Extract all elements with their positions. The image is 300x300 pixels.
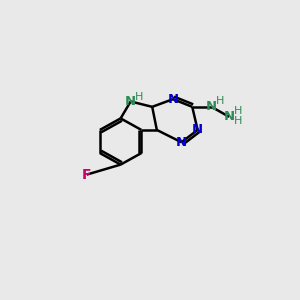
Text: H: H bbox=[216, 96, 224, 106]
Text: H: H bbox=[135, 92, 144, 102]
Text: N: N bbox=[125, 95, 136, 108]
Text: H: H bbox=[234, 116, 242, 126]
Text: N: N bbox=[206, 100, 217, 113]
Text: N: N bbox=[176, 136, 187, 149]
Text: H: H bbox=[234, 106, 242, 116]
Text: N: N bbox=[167, 93, 178, 106]
Text: N: N bbox=[224, 110, 235, 123]
Text: N: N bbox=[192, 123, 203, 136]
Text: F: F bbox=[82, 168, 92, 182]
